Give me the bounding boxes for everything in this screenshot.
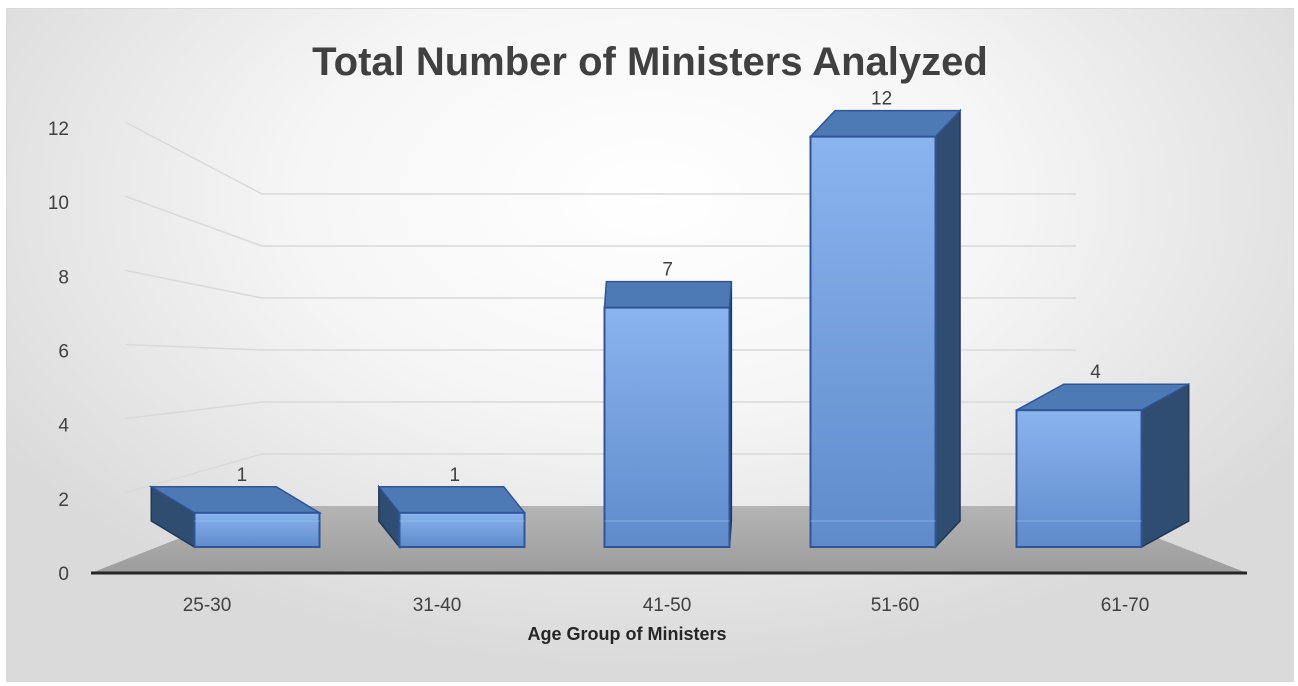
data-label: 1	[237, 465, 248, 486]
y-tick-label: 12	[48, 119, 69, 140]
data-label: 12	[871, 89, 892, 110]
bar	[1015, 382, 1190, 549]
y-tick-label: 2	[58, 490, 69, 511]
chart-svg: Total Number of Ministers Analyzed 0 2 4 6 8…	[48, 40, 1247, 644]
bar	[148, 485, 323, 549]
data-labels: 1 1 7 12 4	[237, 89, 1102, 486]
category-label: 41-50	[643, 595, 692, 616]
y-tick-label: 8	[58, 267, 69, 288]
chart-area: Total Number of Ministers Analyzed 0 2 4 6 8…	[6, 8, 1294, 682]
y-tick-label: 6	[58, 342, 69, 363]
y-tick-label: 0	[58, 564, 69, 585]
category-label: 31-40	[413, 595, 462, 616]
category-labels: 25-30 31-40 41-50 51-60 61-70	[183, 595, 1150, 616]
chart-title: Total Number of Ministers Analyzed	[312, 40, 988, 84]
category-label: 25-30	[183, 595, 232, 616]
y-tick-label: 4	[58, 416, 69, 437]
data-label: 7	[662, 260, 673, 281]
category-label: 61-70	[1101, 595, 1150, 616]
data-label: 1	[449, 465, 460, 486]
bar	[808, 108, 962, 549]
y-tick-label: 10	[48, 193, 69, 214]
bar	[377, 484, 527, 550]
bars	[148, 108, 1190, 550]
bar	[603, 280, 733, 548]
x-axis-title: Age Group of Ministers	[527, 624, 726, 644]
data-label: 4	[1090, 362, 1101, 383]
category-label: 51-60	[871, 595, 920, 616]
y-tick-labels: 0 2 4 6 8 10 12	[48, 119, 70, 585]
